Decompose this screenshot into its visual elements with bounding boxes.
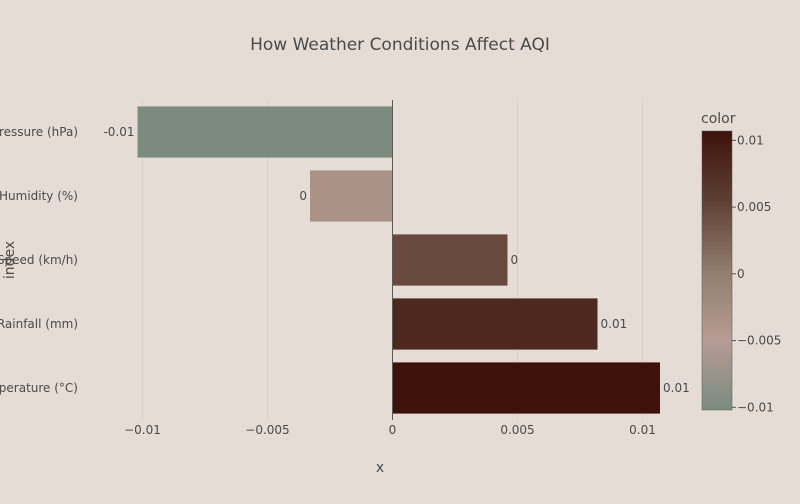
colorbar-tick-label: 0.005 (737, 200, 771, 214)
bar-3 (392, 298, 598, 350)
colorbar-title: color (701, 111, 736, 127)
data-label: 0 (299, 189, 307, 203)
y-tick-label: Pressure (hPa) (0, 125, 78, 139)
bar-0 (137, 106, 393, 158)
y-tick-label: Temperature (°C) (0, 381, 78, 395)
x-tick-label: −0.005 (245, 423, 289, 437)
data-label: 0.01 (663, 381, 690, 395)
x-axis-ticks: −0.01 −0.005 0 0.005 0.01 (124, 423, 656, 437)
colorbar-gradient (701, 130, 733, 411)
bar-4 (392, 362, 660, 414)
y-tick-label: Wind Speed (km/h) (0, 253, 78, 267)
data-label: 0.01 (601, 317, 628, 331)
data-label: -0.01 (103, 125, 134, 139)
y-axis-ticks: Pressure (hPa) Humidity (%) Wind Speed (km… (0, 125, 78, 395)
data-labels: -0.01 0 0 0.01 0.01 (103, 125, 689, 395)
y-tick-label: Rainfall (mm) (0, 317, 78, 331)
colorbar-tick-label: −0.005 (737, 334, 781, 348)
y-axis-label: index (2, 241, 18, 279)
colorbar-tick-label: 0 (737, 267, 745, 281)
data-label: 0 (511, 253, 519, 267)
colorbar: color 0.01 0.005 0 −0.005 −0.01 (701, 111, 781, 414)
bars (137, 106, 660, 414)
x-tick-label: 0 (389, 423, 397, 437)
x-tick-label: −0.01 (124, 423, 161, 437)
colorbar-tick-label: 0.01 (737, 133, 764, 147)
colorbar-tick-label: −0.01 (737, 400, 774, 414)
chart-title: How Weather Conditions Affect AQI (250, 35, 550, 55)
x-axis-label: x (376, 460, 384, 476)
bar-1 (310, 170, 393, 222)
x-tick-label: 0.01 (629, 423, 656, 437)
x-tick-label: 0.005 (500, 423, 534, 437)
colorbar-ticks: 0.01 0.005 0 −0.005 −0.01 (732, 133, 781, 414)
bar-2 (392, 234, 508, 286)
y-tick-label: Humidity (%) (0, 189, 78, 203)
